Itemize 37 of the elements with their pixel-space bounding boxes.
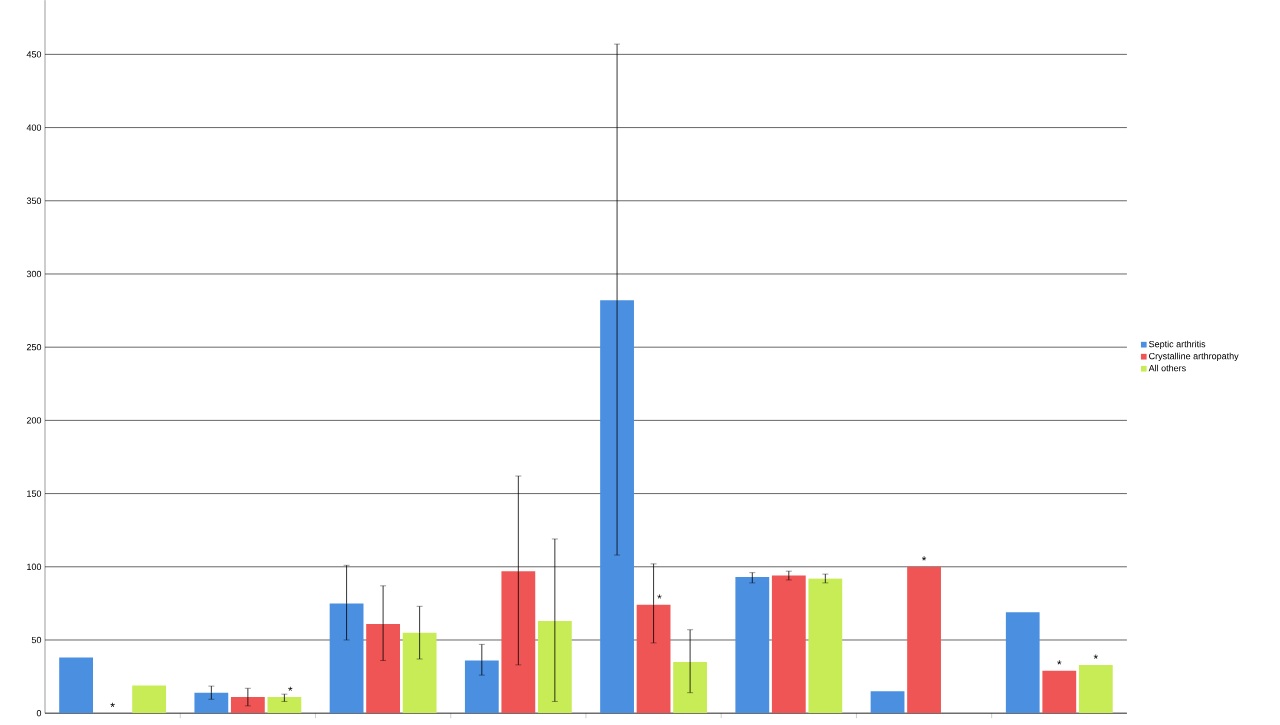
y-tick-label: 0 bbox=[36, 709, 42, 717]
data-label: * bbox=[110, 702, 115, 707]
bar bbox=[366, 623, 401, 714]
bar bbox=[464, 660, 499, 714]
bar bbox=[267, 697, 302, 714]
bar bbox=[808, 578, 843, 714]
bar bbox=[1005, 612, 1040, 714]
legend-label: Crystalline arthropathy bbox=[1149, 352, 1239, 362]
legend-label: Septic arthritis bbox=[1149, 340, 1206, 350]
bar bbox=[230, 697, 265, 714]
y-tick-label: 150 bbox=[27, 490, 42, 497]
bar bbox=[636, 604, 671, 714]
y-tick-label: 300 bbox=[26, 270, 42, 278]
y-tick-label: 250 bbox=[26, 343, 42, 351]
bar bbox=[1042, 670, 1077, 714]
data-label: * bbox=[288, 686, 293, 691]
bar bbox=[132, 685, 167, 714]
data-label: * bbox=[1093, 654, 1098, 659]
bar bbox=[194, 692, 229, 714]
bar bbox=[402, 632, 437, 714]
data-label: * bbox=[921, 556, 927, 561]
y-tick-label: 100 bbox=[27, 563, 42, 570]
bar bbox=[771, 575, 806, 714]
bar bbox=[1078, 664, 1113, 714]
y-tick-label: 450 bbox=[26, 51, 42, 58]
data-label: * bbox=[657, 594, 662, 599]
bar bbox=[907, 566, 941, 714]
bar bbox=[329, 603, 364, 714]
bar bbox=[735, 577, 770, 714]
y-tick-label: 200 bbox=[26, 417, 42, 424]
bar bbox=[59, 657, 94, 714]
legend-label: All others bbox=[1148, 364, 1186, 372]
y-tick-label: 350 bbox=[26, 197, 42, 204]
bar bbox=[870, 691, 905, 714]
y-tick-label: 400 bbox=[26, 124, 42, 131]
data-label: * bbox=[1057, 660, 1062, 665]
y-tick-label: 50 bbox=[31, 636, 42, 644]
